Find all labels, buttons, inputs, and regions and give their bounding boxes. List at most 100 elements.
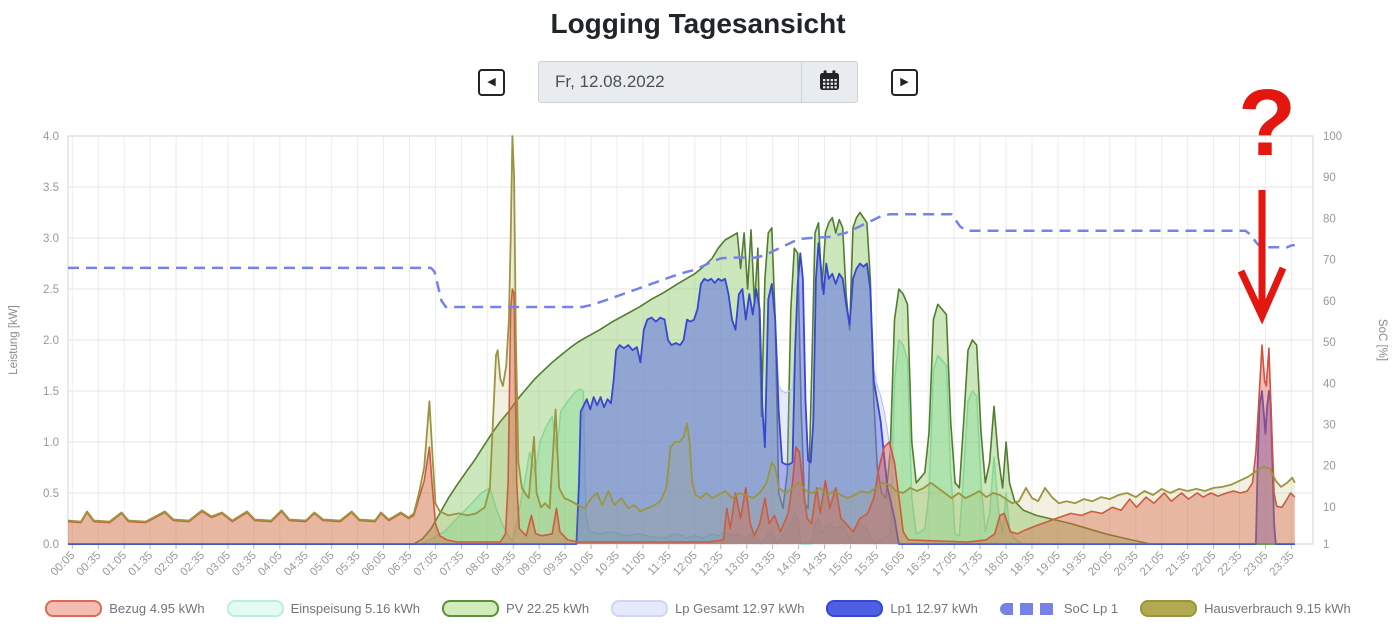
svg-text:18:35: 18:35 bbox=[1008, 550, 1037, 579]
svg-text:1: 1 bbox=[1323, 539, 1329, 551]
legend-label-soc: SoC Lp 1 bbox=[1063, 601, 1119, 616]
series-pv bbox=[68, 211, 1295, 545]
svg-text:90: 90 bbox=[1323, 172, 1336, 184]
next-day-button[interactable]: ▶ bbox=[891, 68, 918, 96]
svg-text:03:35: 03:35 bbox=[230, 550, 259, 579]
svg-text:19:05: 19:05 bbox=[1034, 550, 1063, 579]
svg-text:1.5: 1.5 bbox=[43, 386, 59, 398]
page-title: Logging Tagesansicht bbox=[550, 8, 846, 39]
legend-swatch-einspeisung bbox=[226, 600, 284, 617]
svg-text:06:35: 06:35 bbox=[386, 550, 415, 579]
svg-text:21:35: 21:35 bbox=[1164, 550, 1193, 579]
legend-label-pv: PV 22.25 kWh bbox=[505, 601, 590, 616]
svg-text:22:35: 22:35 bbox=[1216, 550, 1245, 579]
svg-text:00:35: 00:35 bbox=[75, 550, 104, 579]
svg-text:09:35: 09:35 bbox=[541, 550, 570, 579]
calendar-button[interactable] bbox=[801, 62, 857, 102]
svg-text:17:05: 17:05 bbox=[930, 550, 959, 579]
svg-text:20:35: 20:35 bbox=[1112, 550, 1141, 579]
date-navigation: ◀ Fr, 12.08.2022 bbox=[0, 61, 1396, 103]
svg-text:10:35: 10:35 bbox=[593, 550, 622, 579]
svg-text:100: 100 bbox=[1323, 131, 1342, 143]
svg-text:01:05: 01:05 bbox=[100, 550, 129, 579]
legend-item-pv[interactable]: PV 22.25 kWh bbox=[441, 600, 590, 617]
date-picker: Fr, 12.08.2022 bbox=[538, 61, 858, 103]
svg-text:0.5: 0.5 bbox=[43, 488, 59, 500]
svg-text:12:05: 12:05 bbox=[671, 550, 700, 579]
legend-swatch-soc bbox=[999, 602, 1057, 615]
legend-label-lp_gesamt: Lp Gesamt 12.97 kWh bbox=[675, 601, 805, 616]
svg-text:15:05: 15:05 bbox=[827, 550, 856, 579]
svg-text:08:05: 08:05 bbox=[464, 550, 493, 579]
legend-label-bezug: Bezug 4.95 kWh bbox=[109, 601, 205, 616]
legend-swatch-lp1 bbox=[826, 600, 884, 617]
svg-text:40: 40 bbox=[1323, 378, 1336, 390]
svg-text:19:35: 19:35 bbox=[1060, 550, 1089, 579]
legend-item-lp_gesamt[interactable]: Lp Gesamt 12.97 kWh bbox=[611, 600, 804, 617]
svg-text:20:05: 20:05 bbox=[1086, 550, 1115, 579]
svg-text:08:35: 08:35 bbox=[490, 550, 519, 579]
svg-text:02:05: 02:05 bbox=[152, 550, 181, 579]
svg-text:09:05: 09:05 bbox=[515, 550, 544, 579]
legend-item-bezug[interactable]: Bezug 4.95 kWh bbox=[45, 600, 205, 617]
legend-label-hausverbrauch: Hausverbrauch 9.15 kWh bbox=[1204, 601, 1351, 616]
legend-item-einspeisung[interactable]: Einspeisung 5.16 kWh bbox=[226, 600, 420, 617]
svg-text:3.5: 3.5 bbox=[43, 182, 59, 194]
svg-text:14:05: 14:05 bbox=[775, 550, 804, 579]
svg-text:1.0: 1.0 bbox=[43, 437, 59, 449]
svg-text:16:35: 16:35 bbox=[905, 550, 934, 579]
svg-text:17:35: 17:35 bbox=[956, 550, 985, 579]
series-lp1 bbox=[68, 242, 1295, 545]
svg-text:06:05: 06:05 bbox=[360, 550, 389, 579]
svg-text:15:35: 15:35 bbox=[853, 550, 882, 579]
svg-text:20: 20 bbox=[1323, 461, 1336, 473]
legend-swatch-bezug bbox=[45, 600, 103, 617]
svg-text:07:35: 07:35 bbox=[438, 550, 467, 579]
series-soc bbox=[68, 213, 1295, 309]
svg-text:10:05: 10:05 bbox=[567, 550, 596, 579]
svg-text:04:05: 04:05 bbox=[256, 550, 285, 579]
svg-text:18:05: 18:05 bbox=[982, 550, 1011, 579]
svg-text:11:35: 11:35 bbox=[646, 550, 674, 578]
svg-text:04:35: 04:35 bbox=[282, 550, 311, 579]
svg-text:3.0: 3.0 bbox=[43, 233, 59, 245]
svg-text:22:05: 22:05 bbox=[1190, 550, 1219, 579]
date-value[interactable]: Fr, 12.08.2022 bbox=[555, 72, 665, 91]
svg-text:13:35: 13:35 bbox=[749, 550, 778, 579]
svg-text:2.0: 2.0 bbox=[43, 335, 59, 347]
previous-day-button[interactable]: ◀ bbox=[478, 68, 505, 96]
svg-text:23:35: 23:35 bbox=[1268, 550, 1297, 579]
svg-text:SoC [%]: SoC [%] bbox=[1376, 319, 1388, 361]
legend-label-einspeisung: Einspeisung 5.16 kWh bbox=[290, 601, 420, 616]
legend-swatch-hausverbrauch bbox=[1140, 600, 1198, 617]
svg-text:21:05: 21:05 bbox=[1138, 550, 1167, 579]
chevron-right-icon: ▶ bbox=[900, 75, 909, 88]
annotation-question-mark: ? bbox=[1237, 70, 1297, 176]
legend-item-lp1[interactable]: Lp1 12.97 kWh bbox=[826, 600, 978, 617]
axis-labels: 0.0 0.5 1.0 1.5 2.0 2.5 3.0 3.5 4.0 1 10 20 30 40 50 60… bbox=[8, 131, 1388, 578]
calendar-icon bbox=[819, 69, 840, 95]
series-einspeisung bbox=[68, 339, 1295, 545]
svg-text:02:35: 02:35 bbox=[178, 550, 207, 579]
svg-text:03:05: 03:05 bbox=[204, 550, 233, 579]
svg-text:60: 60 bbox=[1323, 296, 1336, 308]
svg-text:05:05: 05:05 bbox=[308, 550, 337, 579]
series-hausverbrauch bbox=[67, 135, 1296, 544]
svg-text:Leistung [kW]: Leistung [kW] bbox=[8, 305, 20, 375]
chart-legend: Bezug 4.95 kWh Einspeisung 5.16 kWh PV 22.… bbox=[0, 600, 1396, 617]
svg-text:70: 70 bbox=[1323, 255, 1336, 267]
svg-text:10: 10 bbox=[1323, 502, 1336, 514]
svg-text:12:35: 12:35 bbox=[697, 550, 726, 579]
svg-text:2.5: 2.5 bbox=[43, 284, 59, 296]
svg-text:00:05: 00:05 bbox=[49, 550, 78, 579]
legend-item-hausverbrauch[interactable]: Hausverbrauch 9.15 kWh bbox=[1140, 600, 1351, 617]
svg-text:14:35: 14:35 bbox=[801, 550, 830, 579]
svg-text:30: 30 bbox=[1323, 419, 1336, 431]
svg-text:50: 50 bbox=[1323, 337, 1336, 349]
legend-item-soc[interactable]: SoC Lp 1 bbox=[999, 601, 1119, 616]
svg-text:80: 80 bbox=[1323, 213, 1336, 225]
legend-swatch-pv bbox=[441, 600, 499, 617]
svg-text:4.0: 4.0 bbox=[43, 131, 59, 143]
